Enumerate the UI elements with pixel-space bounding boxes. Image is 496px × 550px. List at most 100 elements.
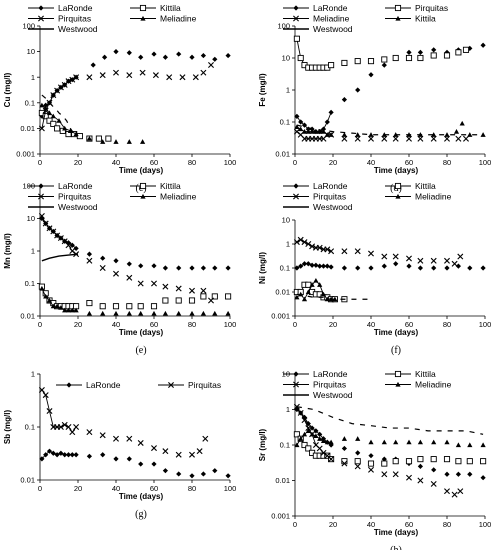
data-point <box>309 129 315 134</box>
y-tick-label: 100 <box>277 22 290 31</box>
data-point <box>62 452 68 458</box>
data-point <box>58 450 64 456</box>
data-point <box>69 452 75 458</box>
data-point <box>381 456 387 462</box>
y-axis-label: Fe (mg/l) <box>258 73 267 107</box>
data-point <box>367 460 375 467</box>
y-axis-label: Sr (mg/l) <box>258 428 267 461</box>
y-tick-label: 1 <box>286 405 290 414</box>
data-point <box>457 488 464 495</box>
legend: LaRonde Pirquitas <box>56 380 221 390</box>
data-point <box>65 240 72 246</box>
data-point <box>381 135 388 142</box>
legend-label: Pirquitas <box>313 380 346 390</box>
x-tick-label: 100 <box>479 320 492 329</box>
x-tick-label: 0 <box>38 320 42 329</box>
legend-item: Kittila <box>130 3 181 13</box>
legend-item: Kittila <box>385 369 436 379</box>
legend-item: Meliadine <box>385 380 452 390</box>
data-point <box>305 428 311 433</box>
data-point <box>54 125 61 132</box>
data-point <box>341 445 347 452</box>
data-point <box>480 458 487 465</box>
data-point <box>406 255 412 262</box>
y-tick-label: 0.001 <box>271 312 290 321</box>
data-point <box>368 72 374 78</box>
data-point <box>368 453 374 459</box>
data-point <box>406 474 412 481</box>
data-point <box>301 296 308 302</box>
data-point <box>200 293 207 300</box>
legend-label: Westwood <box>313 24 353 34</box>
legend-label: Pirquitas <box>58 192 91 202</box>
data-point <box>480 42 486 48</box>
series-line <box>296 112 332 133</box>
x-axis-label: Time (days) <box>374 328 419 337</box>
legend-item: LaRonde <box>56 380 121 390</box>
data-point <box>100 310 106 316</box>
series-pirquitas <box>293 35 470 71</box>
y-axis-label: Cu (mg/l) <box>3 72 12 107</box>
data-point <box>189 451 195 458</box>
data-point <box>69 307 75 313</box>
data-point <box>176 265 182 271</box>
data-point <box>294 442 300 448</box>
data-point <box>417 49 423 55</box>
data-point <box>175 297 182 304</box>
data-point <box>431 467 437 473</box>
data-point <box>57 84 64 91</box>
legend-item: Pirquitas <box>283 380 346 390</box>
data-point <box>444 265 450 271</box>
data-point <box>431 47 437 53</box>
data-point <box>392 135 399 142</box>
x-tick-label: 60 <box>405 520 413 529</box>
data-point <box>309 425 315 431</box>
data-point <box>100 139 106 144</box>
data-point <box>99 72 106 79</box>
data-point <box>459 120 465 126</box>
x-tick-label: 0 <box>38 158 42 167</box>
data-point <box>341 59 348 67</box>
legend-marker <box>139 182 147 190</box>
data-point <box>443 456 451 463</box>
data-point <box>443 52 451 59</box>
data-point <box>320 129 327 134</box>
series-line <box>296 293 371 300</box>
legend-label: Pirquitas <box>58 14 91 24</box>
x-tick-label: 20 <box>74 320 82 329</box>
data-point <box>102 54 108 60</box>
series-pirquitas <box>38 61 214 132</box>
data-point <box>406 49 412 55</box>
y-tick-label: 0.001 <box>271 512 290 521</box>
data-point <box>298 119 304 125</box>
x-tick-label: 80 <box>188 484 196 493</box>
data-point <box>86 453 92 459</box>
data-point <box>455 135 462 142</box>
data-point <box>313 262 319 268</box>
x-tick-label: 20 <box>74 158 82 167</box>
y-tick-label: 0.1 <box>25 423 35 432</box>
legend-marker <box>293 371 299 377</box>
x-tick-label: 40 <box>367 158 375 167</box>
data-point <box>417 477 424 484</box>
data-point <box>65 131 72 138</box>
data-point <box>467 132 473 137</box>
x-tick-label: 60 <box>150 158 158 167</box>
data-point <box>46 408 53 415</box>
data-point <box>46 110 53 116</box>
data-point <box>324 439 330 445</box>
data-point <box>62 307 68 313</box>
data-point <box>113 270 119 277</box>
x-tick-label: 80 <box>188 320 196 329</box>
data-point <box>406 135 412 142</box>
data-point <box>151 310 157 316</box>
x-axis-label: Time (days) <box>119 166 164 175</box>
series-meliadine <box>294 428 486 448</box>
data-point <box>463 135 469 142</box>
data-point <box>176 310 182 316</box>
data-point <box>417 54 424 62</box>
series-westwood <box>296 293 371 300</box>
data-point <box>113 258 119 264</box>
data-point <box>444 488 450 495</box>
x-tick-label: 0 <box>293 320 297 329</box>
